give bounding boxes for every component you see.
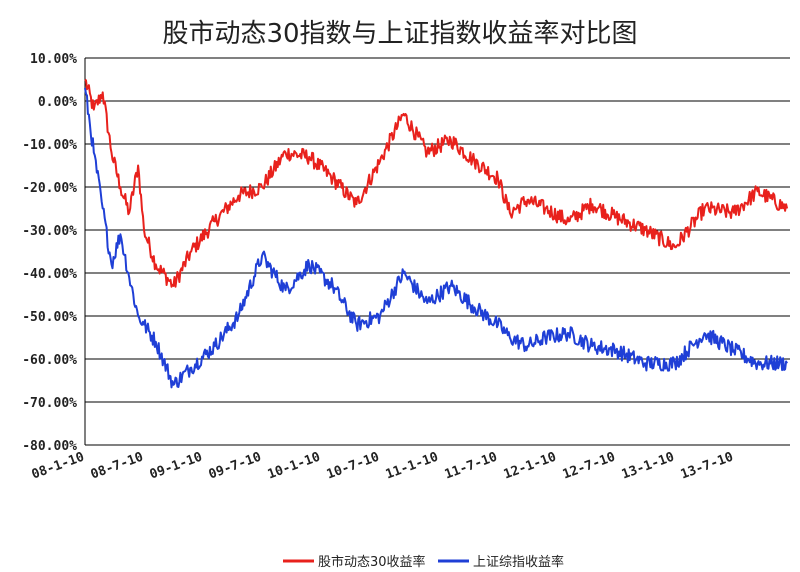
x-tick-label: 09-7-10 xyxy=(207,450,264,483)
x-tick-label: 13-7-10 xyxy=(679,450,736,483)
x-tick-label: 11-7-10 xyxy=(443,450,500,483)
y-tick-label: -10.00% xyxy=(22,138,77,153)
series-line-2 xyxy=(84,87,788,389)
legend-label-series-1: 股市动态30收益率 xyxy=(318,554,426,570)
y-tick-label: -50.00% xyxy=(22,310,77,325)
x-tick-label: 08-1-10 xyxy=(30,450,87,483)
y-tick-label: 10.00% xyxy=(30,52,77,67)
y-tick-label: -60.00% xyxy=(22,353,77,368)
y-tick-label: -40.00% xyxy=(22,267,77,282)
series-lines xyxy=(84,78,789,389)
y-tick-label: 0.00% xyxy=(38,95,77,110)
y-tick-label: -30.00% xyxy=(22,224,77,239)
series-line-1 xyxy=(84,78,789,288)
x-axis: 08-1-10 08-7-10 09-1-10 09-7-10 10-1-10 10-7-… xyxy=(30,450,736,483)
legend-label-series-2: 上证综指收益率 xyxy=(473,554,564,570)
y-tick-label: -70.00% xyxy=(22,396,77,411)
x-tick-label: 13-1-10 xyxy=(620,450,677,483)
x-tick-label: 10-7-10 xyxy=(325,450,382,483)
y-tick-label: -80.00% xyxy=(22,439,77,454)
x-tick-label: 11-1-10 xyxy=(384,450,441,483)
legend: 股市动态30收益率 上证综指收益率 xyxy=(283,554,564,570)
y-axis: 10.00% 0.00% -10.00% -20.00% -30.00% -40.00% -… xyxy=(22,52,86,454)
y-tick-label: -20.00% xyxy=(22,181,77,196)
x-tick-label: 12-7-10 xyxy=(561,450,618,483)
x-tick-label: 12-1-10 xyxy=(502,450,559,483)
x-tick-label: 09-1-10 xyxy=(148,450,205,483)
gridlines xyxy=(85,57,790,446)
chart-title: 股市动态30指数与上证指数收益率对比图 xyxy=(162,19,637,49)
x-tick-label: 10-1-10 xyxy=(266,450,323,483)
x-tick-label: 08-7-10 xyxy=(89,450,146,483)
